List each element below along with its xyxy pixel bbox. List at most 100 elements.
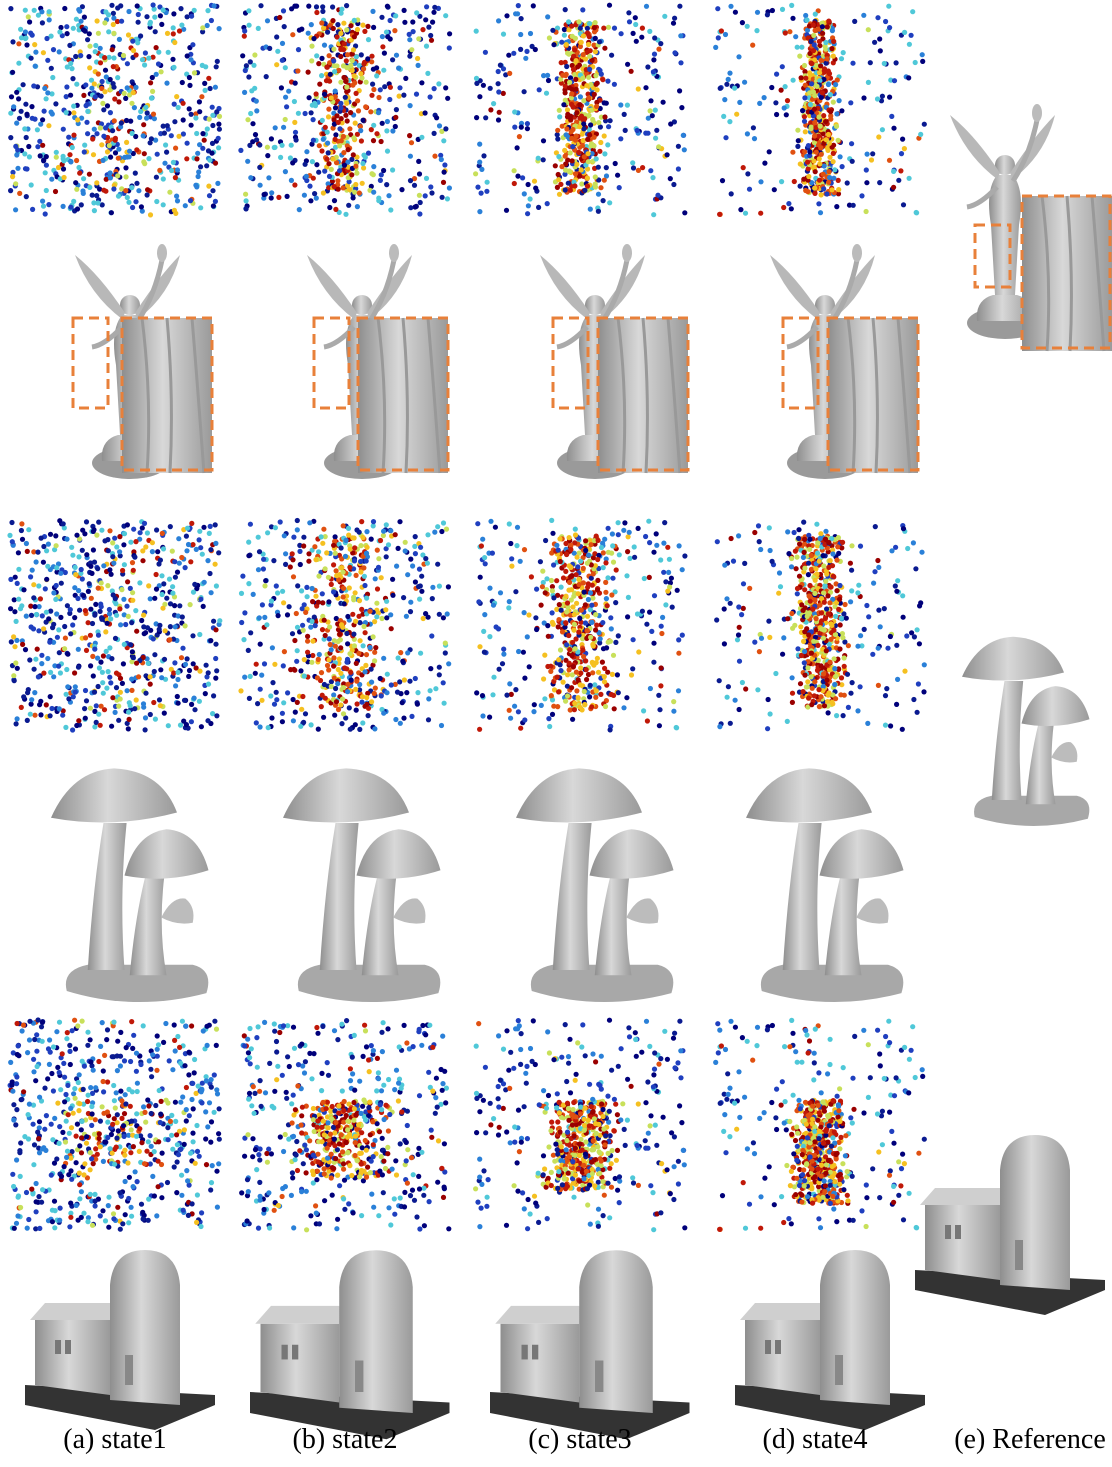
point: [432, 131, 437, 136]
point: [821, 563, 826, 568]
point: [566, 19, 571, 24]
point: [546, 78, 551, 83]
point: [177, 28, 182, 33]
point: [348, 670, 353, 675]
point: [338, 702, 343, 707]
point: [765, 12, 770, 17]
point: [777, 570, 782, 575]
point: [601, 565, 606, 570]
point: [443, 641, 448, 646]
point: [160, 531, 165, 536]
point: [350, 83, 355, 88]
point: [280, 719, 285, 724]
point: [364, 551, 369, 556]
point: [281, 600, 286, 605]
point: [46, 123, 51, 128]
point: [14, 721, 19, 726]
point: [920, 59, 925, 64]
point: [107, 143, 112, 148]
mushroom-render: [51, 768, 208, 1002]
point: [143, 727, 148, 732]
point: [327, 53, 332, 58]
point: [351, 135, 356, 140]
point: [511, 168, 516, 173]
point: [44, 577, 49, 582]
point: [101, 653, 106, 658]
point: [367, 609, 372, 614]
point: [817, 161, 822, 166]
point: [166, 723, 171, 728]
point: [593, 49, 598, 54]
point: [779, 88, 784, 93]
point: [269, 598, 274, 603]
point: [172, 102, 177, 107]
point: [896, 178, 901, 183]
point: [24, 112, 29, 117]
point: [496, 626, 501, 631]
point: [82, 15, 87, 20]
point: [79, 202, 84, 207]
point: [126, 200, 131, 205]
point: [176, 536, 181, 541]
point: [358, 71, 363, 76]
point: [513, 11, 518, 16]
point: [29, 182, 34, 187]
point: [285, 612, 290, 617]
point: [289, 6, 294, 11]
point: [382, 51, 387, 56]
point: [546, 634, 551, 639]
point: [213, 541, 218, 546]
point: [99, 94, 104, 99]
point: [91, 529, 96, 534]
point: [424, 176, 429, 181]
point: [384, 615, 389, 620]
point: [742, 561, 747, 566]
point: [343, 538, 348, 543]
point: [376, 565, 381, 570]
point: [285, 690, 290, 695]
point: [596, 192, 601, 197]
point: [349, 172, 354, 177]
point: [361, 643, 366, 648]
point: [641, 708, 646, 713]
point: [275, 49, 280, 54]
point: [214, 583, 219, 588]
point: [580, 76, 585, 81]
point: [207, 571, 212, 576]
point: [525, 211, 530, 216]
point: [14, 90, 19, 95]
point: [738, 207, 743, 212]
point: [31, 667, 36, 672]
point: [264, 74, 269, 79]
point: [313, 594, 318, 599]
point: [364, 529, 369, 534]
point: [14, 121, 19, 126]
point: [605, 670, 610, 675]
point: [363, 155, 368, 160]
point: [93, 94, 98, 99]
point: [386, 542, 391, 547]
point: [366, 713, 371, 718]
point: [132, 555, 137, 560]
point: [572, 701, 577, 706]
point: [205, 126, 210, 131]
point: [676, 144, 681, 149]
point: [91, 200, 96, 205]
point: [588, 143, 593, 148]
point: [41, 204, 46, 209]
point: [311, 138, 316, 143]
point: [143, 105, 148, 110]
point: [647, 540, 652, 545]
point: [545, 623, 550, 628]
point: [625, 62, 630, 67]
point: [175, 570, 180, 575]
point: [301, 628, 306, 633]
point: [608, 118, 613, 123]
point: [351, 595, 356, 600]
point: [268, 693, 273, 698]
point: [811, 48, 816, 53]
point: [791, 78, 796, 83]
point: [122, 91, 127, 96]
point: [590, 642, 595, 647]
point: [593, 612, 598, 617]
